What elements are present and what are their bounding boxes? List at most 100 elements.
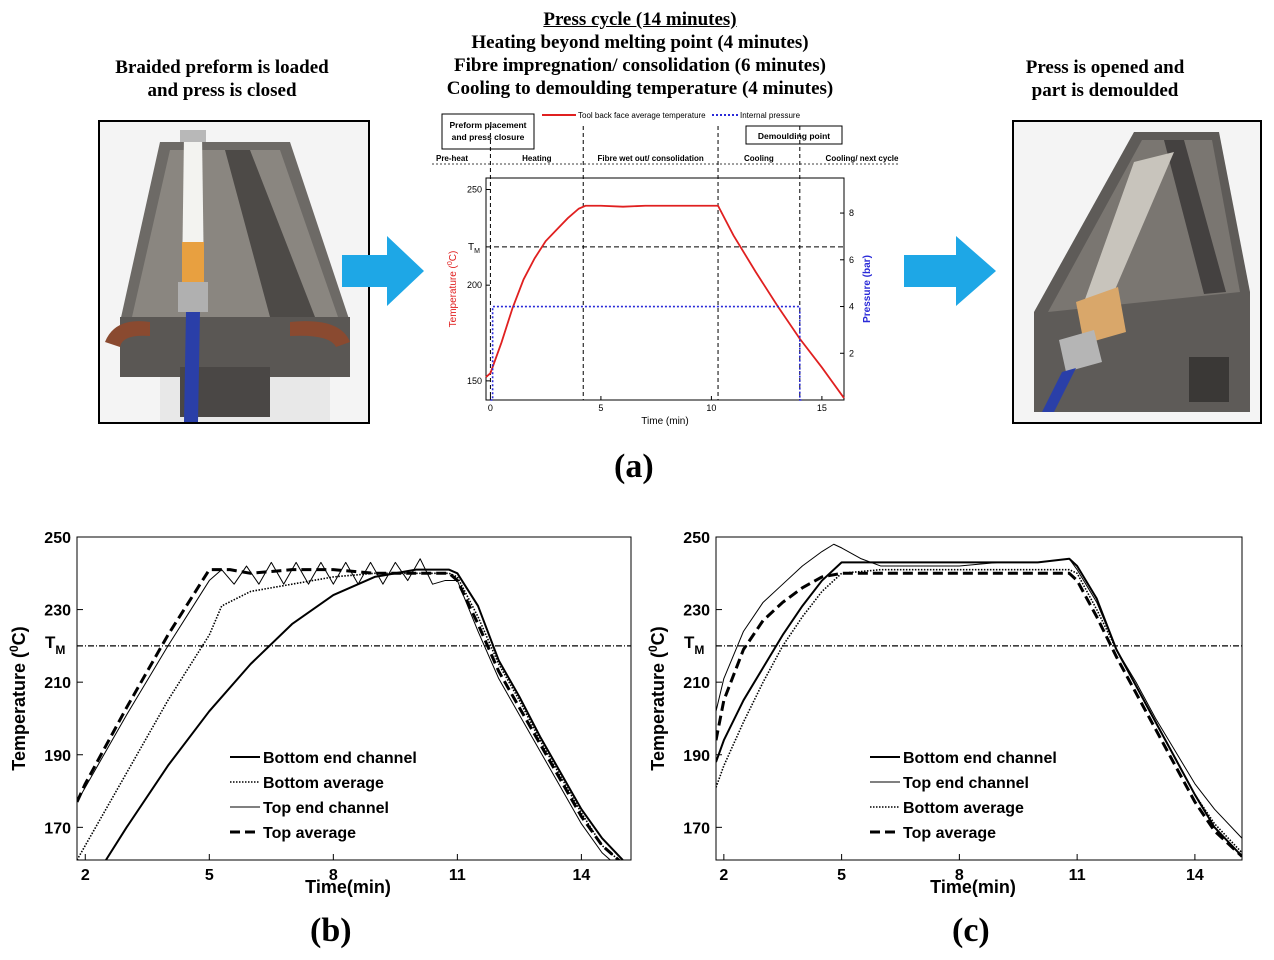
x-axis-label: Time(min) — [930, 877, 1016, 897]
legend-label: Bottom end channel — [263, 750, 417, 767]
x-axis-label: Time (min) — [641, 416, 688, 427]
left-caption-line: and press is closed — [147, 80, 297, 101]
legend-label: Bottom average — [263, 775, 384, 792]
y-axis-label-end: C) — [9, 626, 29, 645]
y-tick-label: 230 — [683, 603, 710, 620]
y-tick-label: 170 — [44, 820, 71, 837]
preform-loaded-photo — [98, 120, 370, 424]
y-axis-label: Temperature (0C) — [646, 626, 668, 770]
legend-label: Bottom average — [903, 800, 1024, 817]
press-illustration-left — [100, 122, 368, 422]
y-axis-label: Temperature (0C) — [447, 251, 459, 328]
plot-frame — [76, 536, 632, 861]
y-axis-label-end: C) — [448, 251, 459, 262]
y2-tick-label: 6 — [849, 255, 854, 265]
x-tick-label: 14 — [1186, 867, 1204, 884]
chart-a-legend: Tool back face average temperature Inter… — [542, 111, 801, 120]
y-axis-label-end: C) — [648, 626, 668, 645]
y-tick-label: 250 — [683, 530, 710, 547]
y-axis-label-main: Temperature ( — [648, 652, 668, 771]
tm-label: TM — [468, 242, 480, 255]
y2-tick-label: 4 — [849, 302, 854, 312]
plot-frame — [715, 536, 1243, 861]
center-line: Cooling to demoulding temperature (4 min… — [446, 78, 834, 99]
y-tick-label: 170 — [683, 820, 710, 837]
left-caption-line: Braided preform is loaded — [115, 57, 329, 78]
chart-b: 170 190 210 230 250 2 5 8 11 14 Time(min) Temperatu… — [7, 530, 632, 897]
phase-label: Heating — [522, 154, 551, 163]
series-line-top-average — [716, 571, 1242, 858]
legend-label: Bottom end channel — [903, 750, 1057, 767]
figure-label-b: (b) — [310, 912, 352, 949]
press-illustration-right — [1014, 122, 1260, 422]
legend-label: Top average — [903, 825, 996, 842]
x-tick-label: 5 — [598, 403, 603, 413]
x-tick-label: 5 — [205, 867, 214, 884]
chart-a-phases: Pre-heat Heating Fibre wet out/ consolidat… — [432, 154, 899, 165]
phase-label: Cooling/ next cycle — [826, 154, 899, 163]
y-tick-label: 190 — [683, 748, 710, 765]
annotation-text: Demoulding point — [758, 131, 830, 141]
x-tick-label: 11 — [449, 867, 466, 884]
y-tick-label: 250 — [44, 530, 71, 547]
y-axis-label: Temperature (0C) — [7, 626, 29, 770]
legend-label: Top average — [263, 825, 356, 842]
y-tick-label: 230 — [44, 603, 71, 620]
chart-c: 170 190 210 230 250 2 5 8 11 14 Time(min) Temperatu… — [646, 530, 1243, 897]
arrow-right-icon — [342, 236, 424, 306]
series-line-bottom-end-channel — [105, 568, 624, 860]
legend-label: Top end channel — [263, 800, 389, 817]
center-line: Fibre impregnation/ consolidation (6 min… — [454, 55, 826, 76]
annotation-text: and press closure — [452, 132, 525, 142]
legend-pressure-label: Internal pressure — [740, 111, 801, 120]
y-axis-label-sup: 0 — [7, 645, 21, 652]
y2-tick-label: 2 — [849, 348, 854, 358]
legend-temp-label: Tool back face average temperature — [578, 111, 706, 120]
y-tick-label: 200 — [467, 280, 482, 290]
legend: Bottom end channel Bottom average Top end … — [230, 750, 417, 842]
y-tick-label: 210 — [44, 675, 71, 692]
chart-a: Tool back face average temperature Inter… — [432, 111, 899, 427]
y-tick-label: 210 — [683, 675, 710, 692]
legend-label: Top end channel — [903, 775, 1029, 792]
series-temperature-line — [485, 204, 845, 399]
y-axis-label-main: Temperature ( — [448, 264, 459, 327]
y2-axis-label: Pressure (bar) — [862, 255, 873, 323]
x-tick-label: 8 — [329, 867, 338, 884]
tm-subscript: M — [55, 643, 65, 657]
part-demoulded-photo — [1012, 120, 1262, 424]
x-tick-label: 0 — [488, 403, 493, 413]
annotation-box-preform: Preform placement and press closure — [441, 113, 535, 150]
center-title: Press cycle (14 minutes) — [543, 9, 737, 30]
y-axis-label-sup: 0 — [447, 261, 454, 265]
figure-label-c: (c) — [952, 912, 990, 949]
phase-label: Fibre wet out/ consolidation — [598, 154, 704, 163]
x-axis-label: Time(min) — [305, 877, 391, 897]
series-line-top-average — [77, 568, 621, 860]
tm-subscript: M — [474, 248, 480, 255]
x-tick-label: 11 — [1069, 867, 1086, 884]
annotation-box-demoulding: Demoulding point — [745, 125, 843, 145]
figure-label-a: (a) — [614, 448, 654, 485]
series-line-bottom-average — [716, 568, 1242, 854]
x-tick-label: 2 — [81, 867, 90, 884]
y-tick-label: 250 — [467, 184, 482, 194]
x-tick-label: 2 — [719, 867, 728, 884]
right-caption-line: part is demoulded — [1031, 80, 1179, 101]
right-caption: Press is opened and part is demoulded — [960, 56, 1250, 102]
x-tick-label: 8 — [955, 867, 964, 884]
y2-tick-label: 8 — [849, 208, 854, 218]
tm-label: TM — [45, 633, 65, 657]
arrow-right-icon — [904, 236, 996, 306]
y-axis-label-sup: 0 — [646, 645, 660, 652]
phase-label: Cooling — [744, 154, 774, 163]
x-tick-label: 14 — [572, 867, 590, 884]
legend: Bottom end channel Top end channel Bottom … — [870, 750, 1057, 842]
tm-label: TM — [684, 633, 704, 657]
right-caption-line: Press is opened and — [1025, 57, 1185, 78]
phase-label: Pre-heat — [436, 154, 468, 163]
x-tick-label: 5 — [837, 867, 846, 884]
y-tick-label: 150 — [467, 376, 482, 386]
annotation-text: Preform placement — [450, 120, 527, 130]
series-line-bottom-average — [77, 572, 620, 860]
